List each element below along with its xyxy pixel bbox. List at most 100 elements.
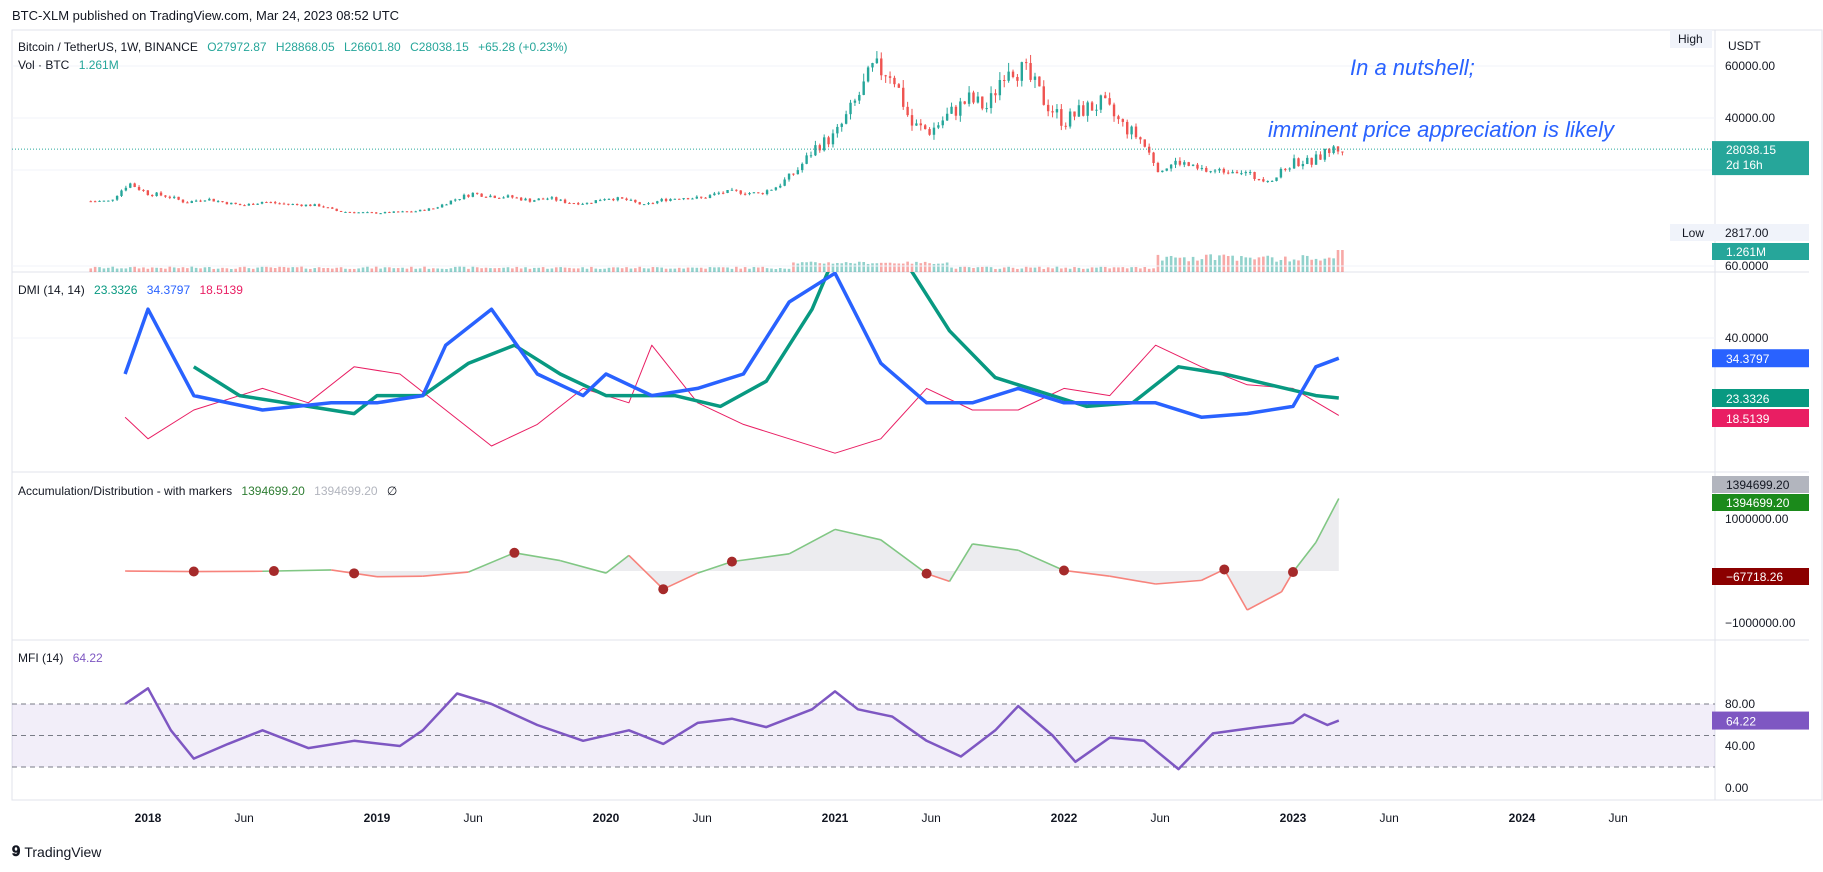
candle-body — [1262, 179, 1265, 182]
volume-bar — [805, 262, 808, 272]
candle-body — [353, 212, 356, 214]
ad-name[interactable]: Accumulation/Distribution - with markers — [18, 484, 233, 498]
time-axis-label: 2021 — [822, 811, 849, 825]
volume-bar — [1029, 267, 1032, 272]
volume-label[interactable]: Vol · BTC — [18, 58, 70, 72]
bar-countdown-label: 2d 16h — [1726, 158, 1763, 172]
candle-body — [805, 155, 808, 164]
volume-bar — [765, 268, 769, 272]
volume-bar — [1174, 257, 1177, 272]
annotation-text: In a nutshell; — [1350, 55, 1475, 80]
candle-body — [1143, 139, 1146, 147]
ad-marker — [726, 556, 737, 567]
mfi-name[interactable]: MFI (14) — [18, 651, 64, 665]
candle-body — [392, 211, 395, 213]
volume-bar — [1112, 267, 1116, 272]
dmi-adx-tag-label: 23.3326 — [1726, 392, 1770, 406]
time-axis-label: Jun — [235, 811, 254, 825]
volume-bar — [405, 268, 409, 272]
candle-body — [1200, 167, 1204, 169]
volume-bar — [673, 268, 677, 272]
candle-body — [89, 201, 92, 203]
candle-body — [493, 195, 496, 198]
volume-bar — [1103, 266, 1107, 272]
candle-body — [322, 206, 325, 208]
candle-body — [814, 145, 817, 156]
volume-bar — [893, 263, 896, 272]
candle-body — [379, 213, 382, 215]
volume-bar — [634, 268, 637, 272]
candle-body — [287, 203, 290, 205]
candle-body — [1297, 158, 1300, 167]
candle-body — [234, 202, 237, 205]
volume-bar — [1086, 268, 1089, 272]
candle-body — [313, 204, 316, 207]
candle-body — [1169, 164, 1173, 169]
candle-body — [721, 192, 725, 194]
candle-body — [704, 197, 707, 199]
candle-body — [361, 212, 365, 214]
candle-body — [541, 198, 545, 200]
volume-bar — [594, 268, 598, 272]
volume-bar — [664, 268, 668, 272]
volume-bar — [1152, 268, 1155, 272]
candle-body — [757, 192, 760, 194]
candle-body — [1222, 168, 1226, 173]
high-tag-label: High — [1678, 32, 1703, 46]
candle-body — [779, 185, 782, 188]
time-axis-label: Jun — [1151, 811, 1170, 825]
volume-bar — [225, 268, 229, 272]
candle-body — [537, 198, 540, 201]
dmi-name[interactable]: DMI (14, 14) — [18, 283, 85, 297]
volume-bar — [1064, 267, 1068, 272]
volume-bar — [449, 268, 453, 272]
candle-body — [1314, 154, 1318, 165]
volume-bar — [748, 268, 751, 272]
volume-bar — [1108, 268, 1111, 272]
volume-bar — [1099, 266, 1103, 272]
candle-body — [840, 123, 843, 127]
volume-bar — [502, 267, 505, 272]
candle-body — [1156, 162, 1160, 173]
volume-bar — [1060, 268, 1063, 272]
candle-body — [669, 198, 672, 201]
candle-body — [664, 198, 668, 201]
volume-bar — [862, 262, 866, 272]
volume-bar — [287, 267, 290, 272]
volume-bar — [897, 263, 901, 272]
ad-line-segment — [376, 575, 423, 578]
candle-body — [1112, 104, 1116, 117]
volume-bar — [888, 262, 892, 272]
candle-body — [1187, 162, 1190, 166]
candle-body — [1130, 126, 1133, 135]
volume-bar — [497, 268, 501, 272]
candle-body — [976, 96, 980, 103]
tradingview-brand[interactable]: 𝟗 TradingView — [12, 843, 101, 860]
candle-body — [168, 196, 172, 198]
ad-line-segment — [1063, 569, 1110, 577]
candle-body — [1328, 148, 1331, 154]
candle-body — [524, 198, 527, 201]
candle-body — [129, 183, 132, 188]
candle-body — [743, 193, 747, 195]
candle-body — [893, 77, 896, 85]
candle-body — [375, 212, 378, 214]
volume-bar — [269, 267, 273, 272]
candle-body — [326, 207, 330, 209]
volume-bar — [203, 267, 207, 272]
candle-body — [1266, 181, 1269, 183]
candle-body — [673, 198, 677, 200]
ad-line-segment — [422, 571, 469, 577]
volume-bar — [370, 268, 374, 272]
ad-line-segment — [628, 554, 664, 590]
candle-body — [1257, 179, 1261, 181]
volume-bar — [976, 267, 980, 272]
candle-body — [1183, 162, 1186, 165]
volume-bar — [932, 263, 936, 272]
ad-line-segment — [880, 539, 928, 575]
candle-body — [1240, 173, 1243, 175]
candle-body — [405, 211, 409, 213]
ad-line-segment — [731, 553, 790, 563]
symbol-title[interactable]: Bitcoin / TetherUS, 1W, BINANCE — [18, 40, 198, 54]
